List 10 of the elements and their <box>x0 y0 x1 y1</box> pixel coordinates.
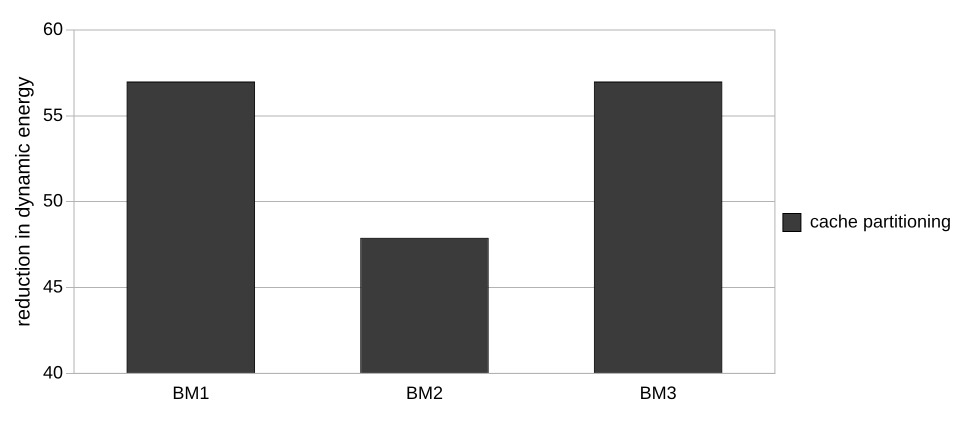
y-tick-label: 45 <box>42 276 64 297</box>
legend-label: cache partitioning <box>810 211 952 232</box>
x-tick-label: BM3 <box>640 383 677 404</box>
y-tick-label: 40 <box>42 362 64 382</box>
y-tick-label: 50 <box>42 190 64 211</box>
x-tick-label: BM1 <box>172 383 210 404</box>
y-tick-label: 60 <box>42 18 64 39</box>
x-tick-label: BM2 <box>406 383 443 404</box>
y-tick-label: 55 <box>42 104 64 125</box>
y-axis-title: reduction in dynamic energy <box>12 76 35 327</box>
